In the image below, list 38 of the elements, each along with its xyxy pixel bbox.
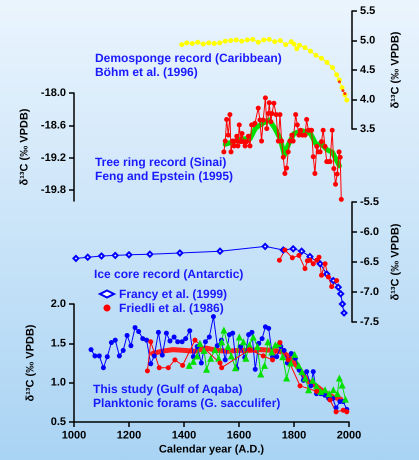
legend-title: Ice core record (Antarctic) [94,267,244,281]
x-axis-title: Calendar year (A.D.) [158,444,264,456]
y2-axis-title: δ¹³C (‰ VPDB) [390,31,402,108]
y2-tick-label: -7.0 [360,286,379,298]
x-tick-label: 1800 [282,430,306,442]
y2-tick-label: -5.5 [360,196,379,208]
annotation: This study (Gulf of Aqaba) [93,382,243,396]
annotation: Feng and Epstein (1995) [95,169,234,183]
x-tick-label: 1400 [172,430,196,442]
y2-tick-label: 4.5 [360,64,376,76]
y2-tick-label: -6.5 [360,256,379,268]
legend-label: Friedli et al. (1986) [119,301,224,315]
y-tick-label: -18.6 [40,119,66,132]
x-tick-label: 1000 [62,430,86,442]
y2-axis-title: δ¹³C (‰ VPDB) [390,223,402,300]
y-tick-label: 0.5 [50,416,66,428]
y2-tick-label: 3.5 [360,123,376,135]
y2-tick-label: -6.0 [360,226,379,238]
annotation: Tree ring record (Sinai) [95,155,226,169]
y-tick-label: -19.2 [40,152,66,164]
annotation: Böhm et al. (1996) [95,65,198,79]
y-tick-label: -19.8 [40,184,66,196]
y-tick-label: 1.0 [50,376,66,389]
y-tick-label: -18.0 [40,87,66,99]
y2-tick-label: -7.5 [360,316,379,328]
y2-tick-label: 5.5 [360,5,376,17]
x-tick-label: 2000 [336,430,362,442]
y-tick-label: 1.5 [50,337,66,350]
y-axis-title: δ¹³C (‰ VPDB) [24,324,36,402]
x-tick-label: 1600 [226,430,252,442]
y-axis-title: δ¹³C (‰ VPDB) [18,108,31,186]
y-tick-label: 2.0 [50,298,66,310]
annotation: Demosponge record (Caribbean) [95,51,282,65]
y2-tick-label: 4.0 [360,94,376,106]
legend-label: Francy et al. (1999) [119,287,228,301]
x-tick-label: 1200 [116,430,142,442]
y2-tick-label: 5.0 [360,34,376,46]
annotation: Planktonic forams (G. sacculifer) [93,396,280,410]
